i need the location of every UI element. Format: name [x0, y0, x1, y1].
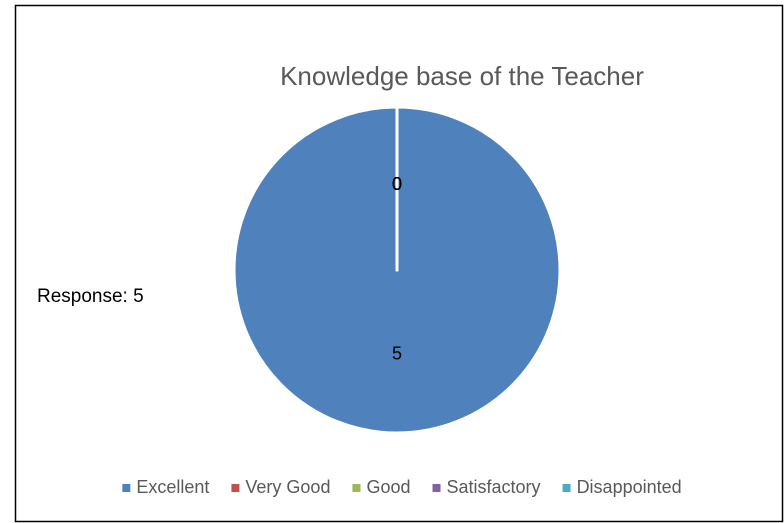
data-label: 0: [392, 174, 402, 194]
annotation: Response: 5: [37, 286, 144, 307]
chart-title: Knowledge base of the Teacher: [280, 61, 644, 91]
legend-label: Good: [366, 477, 410, 497]
legend-label: Satisfactory: [447, 477, 541, 497]
legend-marker: [352, 484, 361, 492]
legend-marker: [122, 484, 131, 492]
data-label: 0: [392, 174, 402, 194]
legend-label: Disappointed: [577, 477, 682, 497]
data-label: 5: [392, 344, 402, 364]
legend-label: Excellent: [136, 477, 209, 497]
legend-label: Very Good: [245, 477, 330, 497]
legend-marker: [231, 484, 240, 492]
data-label: 0: [392, 174, 402, 194]
data-label: 0: [392, 174, 402, 194]
legend-marker: [562, 484, 571, 492]
legend-marker: [432, 484, 441, 492]
